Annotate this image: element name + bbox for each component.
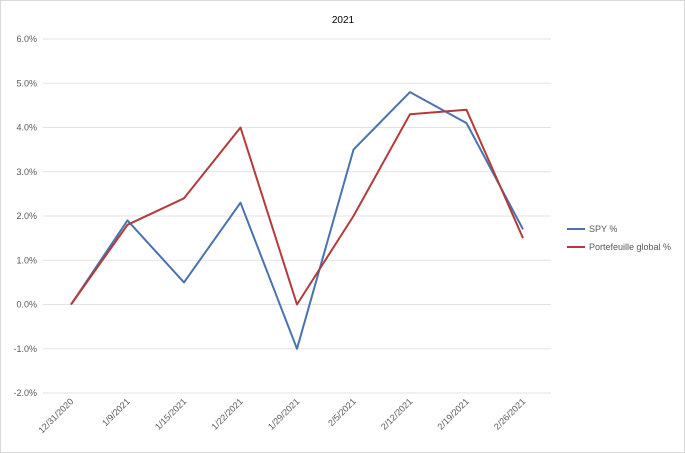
y-tick-label: 6.0% xyxy=(16,34,37,44)
chart-title: 2021 xyxy=(332,15,355,26)
series-lines xyxy=(70,91,524,350)
x-tick-label: 2/5/2021 xyxy=(326,396,358,428)
x-tick-label: 1/29/2021 xyxy=(266,396,301,431)
y-tick-label: 1.0% xyxy=(16,255,37,265)
y-tick-label: -1.0% xyxy=(13,344,37,354)
x-tick-label: 1/22/2021 xyxy=(210,396,245,431)
legend: SPY % Portefeuille global % xyxy=(567,224,671,252)
series-line-2 xyxy=(70,108,524,306)
y-axis-tick-labels: -2.0% -1.0% 0.0% 1.0% 2.0% 3.0% 4.0% 5.0% 6.0% xyxy=(13,34,37,398)
x-axis-tick-labels: 12/31/2020 1/9/2021 1/15/2021 1/22/2021 1/29… xyxy=(36,396,527,435)
y-tick-label: -2.0% xyxy=(13,388,37,398)
y-tick-label: 0.0% xyxy=(16,300,37,310)
y-tick-label: 2.0% xyxy=(16,211,37,221)
x-tick-label: 1/9/2021 xyxy=(100,396,132,428)
x-tick-label: 2/19/2021 xyxy=(436,396,471,431)
gridlines xyxy=(43,38,551,394)
legend-label: Portefeuille global % xyxy=(589,242,671,252)
legend-label: SPY % xyxy=(589,224,617,234)
series-line-1 xyxy=(70,91,524,350)
y-tick-label: 5.0% xyxy=(16,78,37,88)
y-tick-label: 4.0% xyxy=(16,123,37,133)
x-tick-label: 2/12/2021 xyxy=(379,396,414,431)
x-tick-label: 12/31/2020 xyxy=(36,396,75,435)
x-tick-label: 1/15/2021 xyxy=(153,396,188,431)
y-tick-label: 3.0% xyxy=(16,167,37,177)
x-tick-label: 2/26/2021 xyxy=(492,396,527,431)
